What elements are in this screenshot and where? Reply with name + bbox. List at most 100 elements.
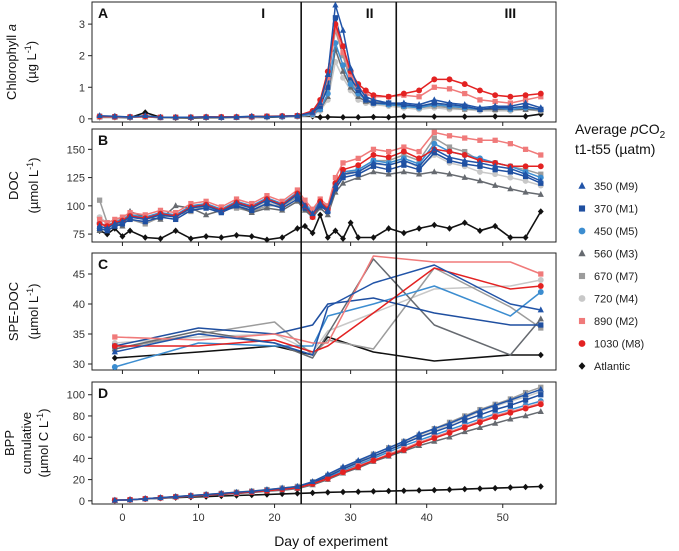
data-point (431, 150, 437, 156)
data-point (492, 484, 499, 492)
series-890-m2- (96, 24, 544, 120)
data-point (446, 86, 453, 92)
legend-label: 720 (M4) (594, 294, 638, 306)
series-line (114, 258, 542, 359)
data-point (370, 163, 377, 169)
data-point (302, 197, 308, 203)
data-point (522, 163, 529, 170)
data-point (400, 446, 407, 453)
data-point (339, 170, 347, 177)
series-line (114, 267, 541, 353)
data-point (218, 207, 225, 214)
data-point (401, 162, 407, 168)
data-point (370, 168, 377, 175)
legend-label: 670 (M7) (594, 271, 638, 283)
phase-label: II (366, 5, 374, 21)
data-point (522, 178, 529, 184)
data-point (339, 463, 347, 470)
data-point (172, 227, 179, 234)
data-point (157, 211, 164, 218)
data-point (104, 224, 111, 231)
y-tick-label: 30 (73, 359, 85, 371)
data-point (142, 495, 149, 502)
data-point (431, 435, 438, 442)
series-line (114, 255, 542, 344)
phase-label: III (505, 5, 517, 21)
data-point (370, 113, 377, 121)
data-point (522, 483, 529, 491)
data-point (248, 204, 255, 211)
panel-letter: A (98, 5, 108, 21)
data-point (309, 108, 316, 115)
data-point (431, 100, 437, 106)
data-point (263, 196, 271, 203)
data-point (386, 167, 392, 173)
data-point (324, 489, 331, 496)
legend-marker (578, 272, 586, 280)
data-point (476, 168, 483, 175)
data-point (111, 343, 118, 349)
data-point (264, 200, 270, 207)
data-point (370, 96, 377, 103)
data-point (400, 157, 407, 163)
data-point (187, 491, 194, 498)
data-point (202, 202, 210, 209)
data-point (317, 200, 324, 206)
data-point (172, 213, 179, 220)
data-point (355, 83, 362, 90)
legend-marker (578, 249, 586, 257)
data-point (461, 157, 468, 163)
data-point (507, 396, 514, 403)
y-axis-label-line: (µmol L-1) (25, 284, 41, 340)
data-point (347, 64, 354, 71)
data-point (537, 110, 544, 118)
y-axis-label-line: DOC (6, 171, 21, 200)
series-890-m2- (96, 129, 544, 226)
data-point (461, 174, 468, 180)
data-point (538, 271, 544, 277)
y-tick-label: 20 (73, 475, 85, 487)
data-point (522, 412, 529, 419)
data-point (492, 181, 499, 188)
y-axis-label-line: (µmol C L-1) (35, 409, 51, 478)
legend-entry: 560 (M3) (578, 249, 638, 261)
y-tick-label: 45 (73, 269, 85, 281)
data-point (202, 211, 210, 218)
data-point (363, 97, 369, 103)
data-point (294, 482, 301, 489)
data-point (401, 152, 407, 158)
data-point (537, 401, 544, 408)
data-point (309, 206, 316, 212)
data-point (400, 113, 407, 120)
data-point (332, 174, 339, 181)
legend-label: 450 (M5) (594, 226, 638, 238)
data-point (507, 402, 513, 408)
data-point (492, 419, 499, 426)
data-point (340, 488, 346, 496)
legend-marker (578, 340, 586, 347)
y-tick-label: 125 (67, 173, 85, 185)
data-point (202, 490, 210, 497)
x-tick-label: 10 (192, 512, 204, 524)
data-point (446, 148, 453, 155)
data-point (461, 424, 468, 431)
data-point (218, 489, 225, 496)
data-point (492, 401, 499, 408)
data-point (279, 202, 286, 209)
data-point (233, 196, 240, 202)
data-point (325, 203, 331, 209)
data-point (461, 428, 468, 435)
panel-letter: D (98, 385, 108, 401)
data-point (385, 444, 392, 451)
data-point (347, 78, 354, 84)
data-point (462, 161, 468, 167)
series-atlantic (96, 208, 544, 243)
series-350-m9- (96, 1, 544, 120)
data-point (507, 234, 514, 241)
data-point (202, 113, 210, 120)
data-point (476, 424, 484, 430)
data-point (233, 113, 240, 120)
data-point (446, 158, 453, 164)
data-point (263, 204, 271, 211)
